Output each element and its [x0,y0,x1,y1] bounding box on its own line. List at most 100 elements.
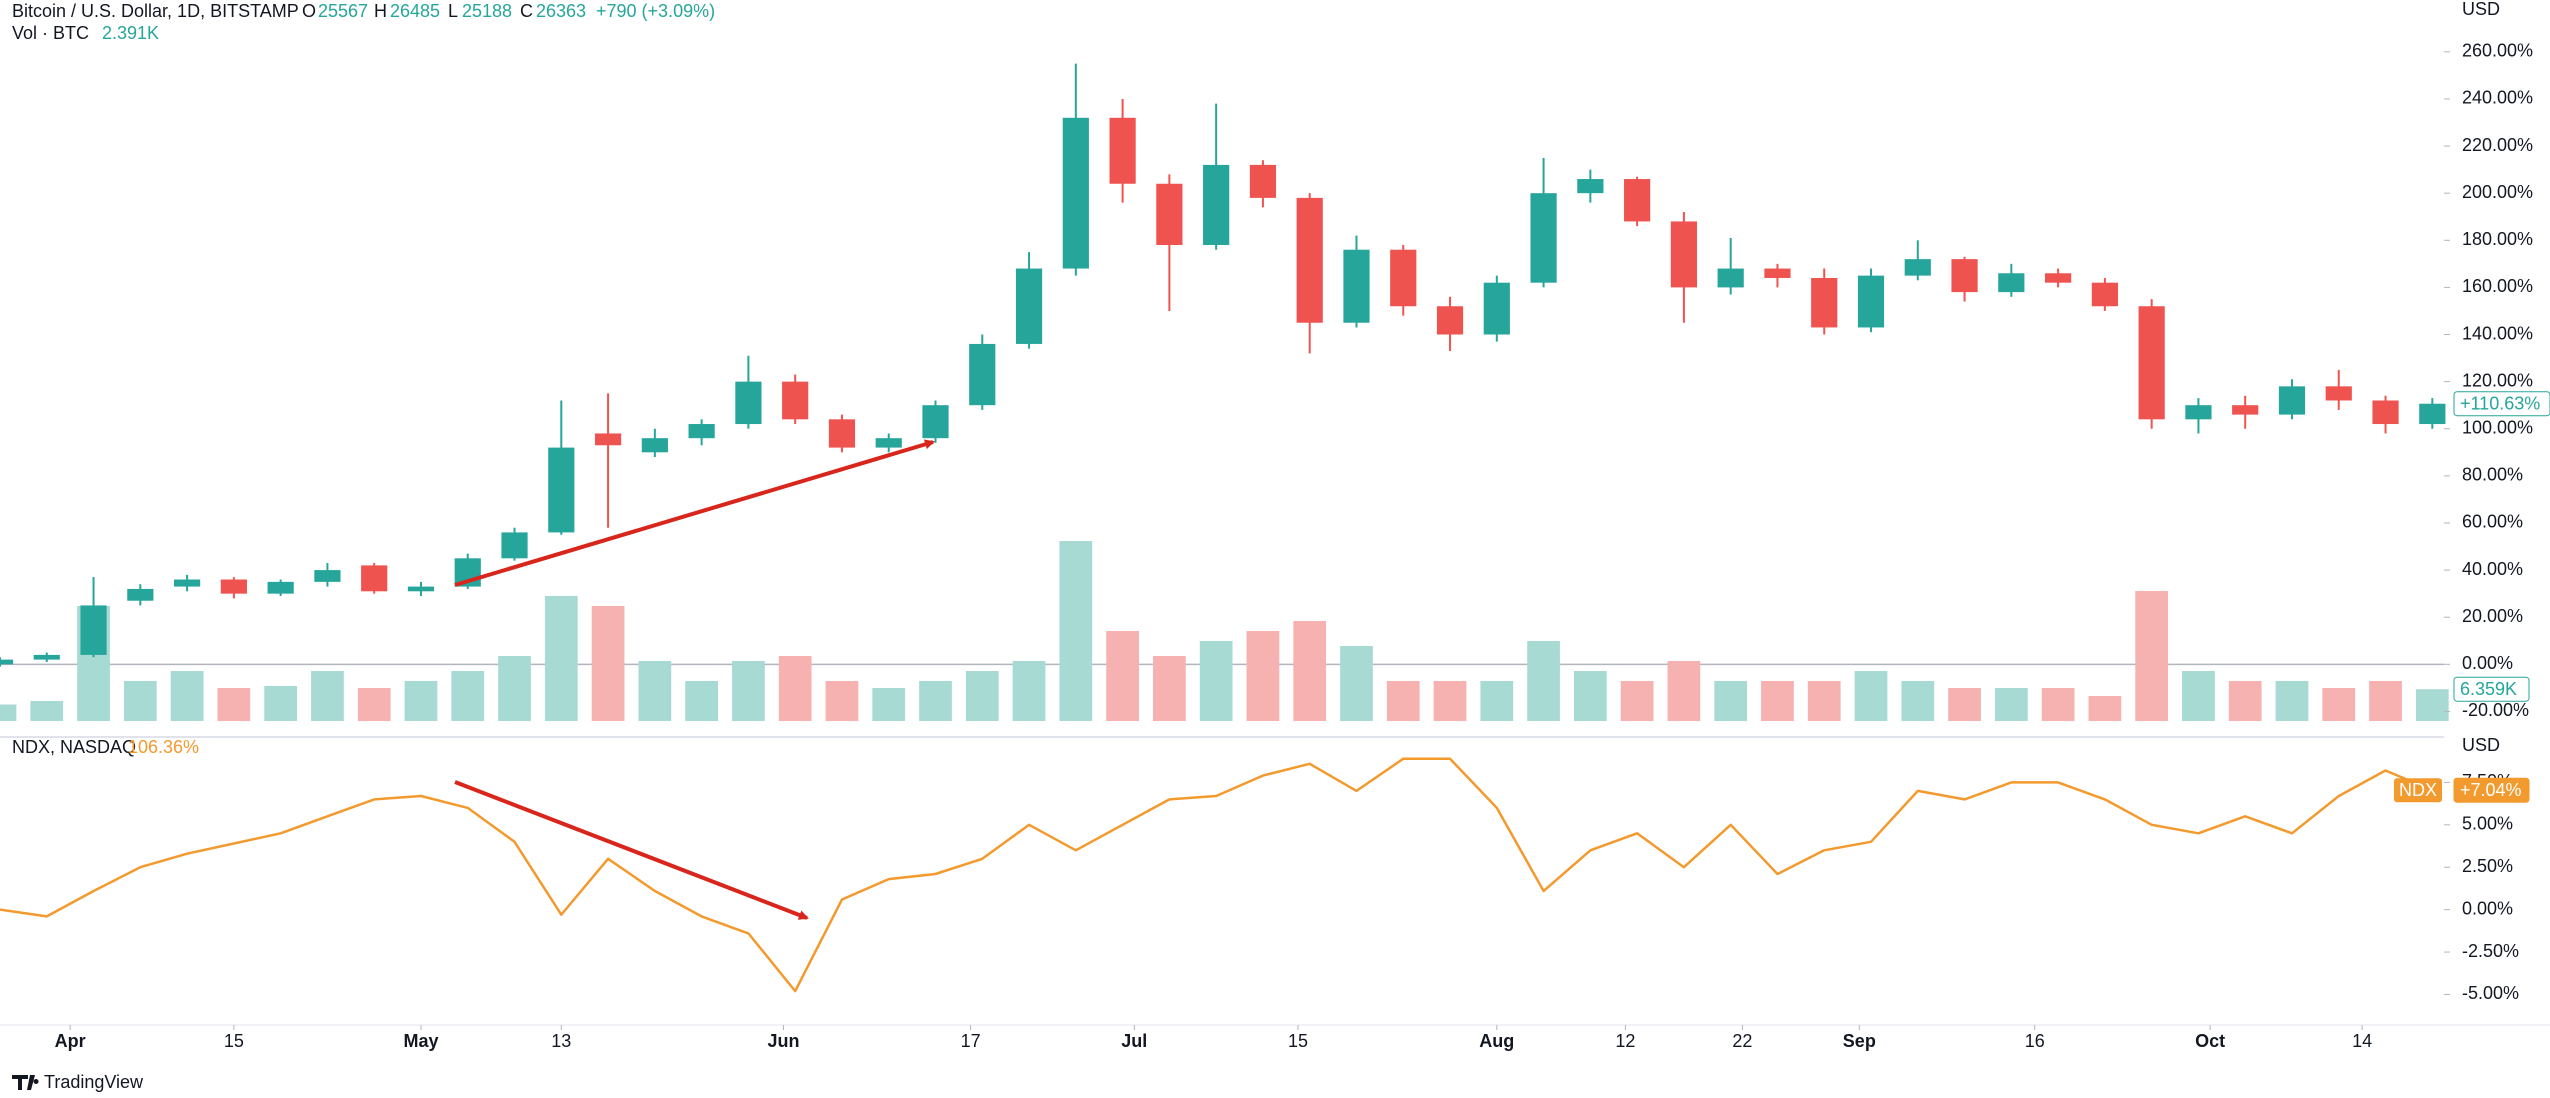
volume-title: Vol · BTC [12,23,89,43]
volume-bar [1246,631,1280,721]
volume-bar [1948,688,1981,721]
volume-bar [638,661,672,721]
x-tick-label: 13 [551,1031,571,1051]
volume-bar [919,681,952,721]
candle-body [1670,221,1698,288]
x-tick-label: 12 [1615,1031,1635,1051]
annotation-arrow [454,780,809,920]
candle-body [828,419,856,448]
volume-bar [1433,681,1467,721]
candle-body [594,433,622,446]
candle-body [267,581,294,594]
x-tick-label: 22 [1732,1031,1752,1051]
x-tick-label: 16 [2025,1031,2045,1051]
volume-bar [2322,688,2356,721]
candle-body [1530,193,1557,283]
last-value-label: +7.04% [2460,780,2522,800]
volume-bar [1527,641,1560,721]
candle-body [1811,277,1838,328]
candle-body [782,381,809,420]
candle-body [735,381,762,425]
x-tick-label: Aug [1479,1031,1514,1051]
volume-bar [965,671,999,721]
candle-body [2138,306,2165,420]
candle-body [127,588,154,601]
last-value-box [2453,676,2530,702]
close-value: 26363 [536,1,586,21]
volume-bar [872,688,906,721]
volume-bar [1620,681,1654,721]
volume-bar [1714,681,1748,721]
y-tick-label: 120.00% [2462,370,2533,390]
volume-bar [217,688,251,721]
candle-body [922,405,949,439]
volume-bar [311,671,344,721]
volume-bar [451,671,485,721]
candle-body [501,532,528,559]
candle-body [1156,183,1183,245]
volume-bar [1854,671,1888,721]
y-tick-label: -5.00% [2462,983,2519,1003]
open-value: 25567 [318,1,368,21]
brand-name: TradingView [44,1072,144,1092]
volume-bar [1012,661,1046,721]
x-tick-label: Jun [767,1031,799,1051]
volume-bar [1994,688,2028,721]
y-tick-label: 20.00% [2462,606,2523,626]
candle-body [2325,386,2352,401]
candle-body [548,447,575,533]
series-name-label: NDX [2399,780,2437,800]
volume-bar [123,681,157,721]
candle-body [1390,249,1417,307]
y-tick-label: 2.50% [2462,856,2513,876]
volume-bar [1153,656,1186,721]
y-tick-label: 260.00% [2462,41,2533,61]
y-tick-label: 40.00% [2462,559,2523,579]
volume-bar [1386,681,1420,721]
open-label: O [302,1,316,21]
volume-bar [732,661,765,721]
candle-body [969,343,996,406]
candle-body [875,438,902,448]
last-value-label: +110.63% [2460,393,2540,413]
candle-body [1717,268,1744,288]
candle-body [1998,273,2025,293]
x-tick-label: Apr [55,1031,86,1051]
candle-body [2419,403,2446,425]
annotation-arrow [454,439,935,587]
ndx-title: NDX, NASDAQ [12,737,136,757]
volume-bar [357,688,391,721]
volume-bar [1106,631,1139,721]
candle-body [174,579,201,587]
volume-bar [0,704,17,721]
close-label: C [520,1,533,21]
volume-bar [2275,681,2309,721]
symbol-title: Bitcoin / U.S. Dollar, 1D, BITSTAMP [12,1,299,21]
last-value-box [2453,777,2530,803]
low-label: L [448,1,458,21]
volume-bar [1761,681,1794,721]
series-name-box [2394,778,2442,803]
volume-bar [1807,681,1841,721]
candle-body [1624,179,1651,222]
candle-body [33,654,60,660]
brand-logo: TradingView [12,1072,144,1092]
high-value: 26485 [390,1,440,21]
candle-body [2278,386,2306,415]
volume-bar [2088,696,2122,721]
volume-bar [404,681,438,721]
candle-body [1249,164,1277,198]
y-tick-label: 60.00% [2462,512,2523,532]
x-tick-label: May [403,1031,438,1051]
y-tick-label: 240.00% [2462,88,2533,108]
y-tick-label: 80.00% [2462,465,2523,485]
candle-body [1062,117,1089,269]
y-tick-label: 0.00% [2462,898,2513,918]
candle-body [314,570,341,582]
last-value-label: 6.359K [2460,679,2517,699]
volume-bar [1667,661,1701,721]
candle-body [2185,405,2212,420]
x-tick-label: Sep [1843,1031,1876,1051]
